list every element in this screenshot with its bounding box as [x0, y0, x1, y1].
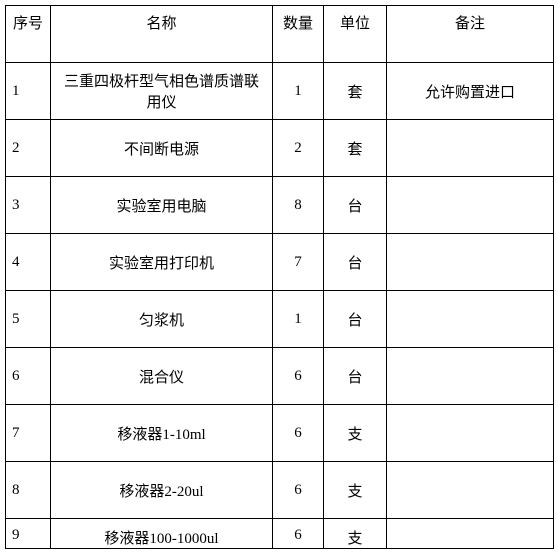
cell-unit: 套 — [324, 63, 387, 120]
table-row: 2不间断电源2套 — [6, 120, 554, 177]
cell-name: 移液器1-10ml — [51, 405, 273, 462]
table-row: 1三重四极杆型气相色谱质谱联用仪1套允许购置进口 — [6, 63, 554, 120]
cell-index: 5 — [6, 291, 51, 348]
cell-qty: 8 — [273, 177, 324, 234]
cell-index: 8 — [6, 462, 51, 519]
cell-qty: 6 — [273, 405, 324, 462]
cell-remark — [387, 405, 554, 462]
cell-remark — [387, 462, 554, 519]
cell-qty: 6 — [273, 519, 324, 549]
cell-unit: 台 — [324, 234, 387, 291]
header-unit: 单位 — [324, 6, 387, 63]
cell-unit: 台 — [324, 291, 387, 348]
cell-name: 三重四极杆型气相色谱质谱联用仪 — [51, 63, 273, 120]
cell-name: 匀浆机 — [51, 291, 273, 348]
table-row: 8移液器2-20ul6支 — [6, 462, 554, 519]
table-header-row: 序号 名称 数量 单位 备注 — [6, 6, 554, 63]
cell-remark — [387, 348, 554, 405]
header-remark: 备注 — [387, 6, 554, 63]
cell-qty: 7 — [273, 234, 324, 291]
cell-qty: 6 — [273, 462, 324, 519]
cell-name: 不间断电源 — [51, 120, 273, 177]
cell-unit: 支 — [324, 519, 387, 549]
cell-name: 移液器100-1000ul — [51, 519, 273, 549]
cell-unit: 支 — [324, 462, 387, 519]
cell-name: 移液器2-20ul — [51, 462, 273, 519]
cell-remark — [387, 291, 554, 348]
table-row: 5匀浆机1台 — [6, 291, 554, 348]
header-qty: 数量 — [273, 6, 324, 63]
equipment-table: 序号 名称 数量 单位 备注 1三重四极杆型气相色谱质谱联用仪1套允许购置进口2… — [5, 5, 554, 549]
table-body: 1三重四极杆型气相色谱质谱联用仪1套允许购置进口2不间断电源2套3实验室用电脑8… — [6, 63, 554, 549]
cell-qty: 6 — [273, 348, 324, 405]
cell-remark — [387, 234, 554, 291]
cell-qty: 1 — [273, 63, 324, 120]
cell-remark: 允许购置进口 — [387, 63, 554, 120]
cell-name: 混合仪 — [51, 348, 273, 405]
cell-unit: 支 — [324, 405, 387, 462]
cell-remark — [387, 519, 554, 549]
table-row: 4实验室用打印机7台 — [6, 234, 554, 291]
cell-unit: 套 — [324, 120, 387, 177]
table-row: 7移液器1-10ml6支 — [6, 405, 554, 462]
cell-name: 实验室用电脑 — [51, 177, 273, 234]
cell-qty: 1 — [273, 291, 324, 348]
cell-qty: 2 — [273, 120, 324, 177]
cell-name: 实验室用打印机 — [51, 234, 273, 291]
cell-index: 3 — [6, 177, 51, 234]
table-row: 3实验室用电脑8台 — [6, 177, 554, 234]
cell-index: 4 — [6, 234, 51, 291]
cell-index: 6 — [6, 348, 51, 405]
cell-remark — [387, 120, 554, 177]
cell-index: 2 — [6, 120, 51, 177]
header-name: 名称 — [51, 6, 273, 63]
cell-index: 9 — [6, 519, 51, 549]
cell-index: 1 — [6, 63, 51, 120]
cell-remark — [387, 177, 554, 234]
header-index: 序号 — [6, 6, 51, 63]
table-row: 6混合仪6台 — [6, 348, 554, 405]
table-row: 9移液器100-1000ul6支 — [6, 519, 554, 549]
cell-unit: 台 — [324, 348, 387, 405]
cell-unit: 台 — [324, 177, 387, 234]
cell-index: 7 — [6, 405, 51, 462]
